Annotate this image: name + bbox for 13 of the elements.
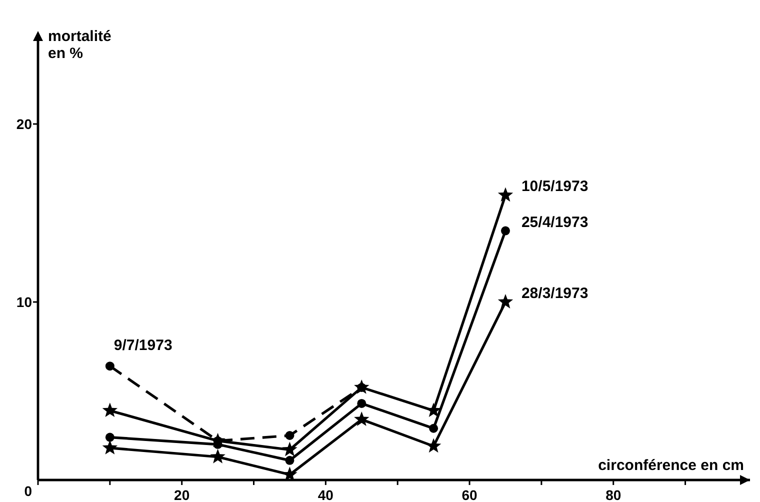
x-tick-label: 40: [318, 487, 334, 502]
series-label: 28/3/1973: [521, 285, 588, 302]
x-tick-label: 80: [606, 487, 622, 502]
y-axis-title: mortalité en %: [48, 28, 112, 62]
y-tick-label: 20: [16, 116, 32, 132]
series-label: 10/5/1973: [521, 178, 588, 196]
series-label: 25/4/1973: [521, 214, 588, 231]
y-tick-label: 0: [24, 483, 32, 499]
series-label: 9/7/1973: [114, 337, 172, 354]
x-axis-title: circonférence en cm: [598, 457, 744, 474]
x-tick-label: 20: [174, 487, 190, 502]
y-tick-label: 10: [16, 294, 32, 310]
x-tick-label: 60: [462, 487, 478, 502]
